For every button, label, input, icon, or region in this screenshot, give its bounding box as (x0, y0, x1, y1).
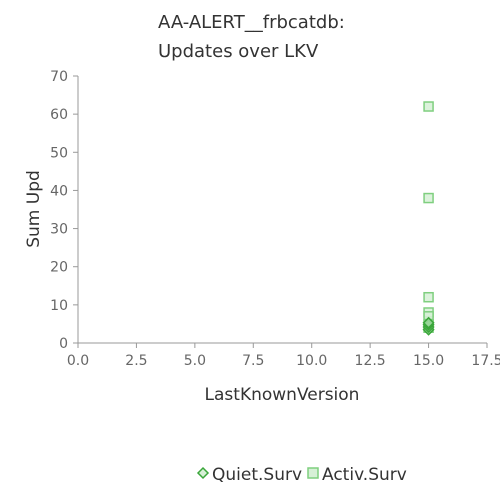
legend-item-quiet-surv[interactable]: Quiet.Surv (196, 465, 302, 485)
axes (73, 75, 488, 348)
y-tick-label: 20 (50, 260, 68, 276)
x-tick-label: 0.0 (67, 353, 89, 369)
activ-surv-point[interactable] (423, 192, 434, 204)
quiet-surv-point[interactable] (422, 316, 435, 329)
x-tick-label: 17.5 (471, 353, 500, 369)
x-tick-label: 15.0 (413, 353, 444, 369)
chart-title-line-1: AA-ALERT__frbcatdb: (158, 12, 345, 33)
legend: Quiet.Surv Activ.Surv (196, 465, 407, 485)
y-tick-label: 0 (59, 336, 68, 352)
legend-diamond-marker (196, 466, 210, 480)
y-tick-label: 60 (50, 107, 68, 123)
legend-square-marker (307, 467, 319, 479)
legend-item-activ-surv[interactable]: Activ.Surv (307, 465, 407, 485)
y-tick-label: 70 (50, 69, 68, 85)
activ-surv-point[interactable] (423, 291, 434, 303)
y-tick-label: 40 (50, 183, 68, 199)
y-tick-label: 50 (50, 145, 68, 161)
data-points (422, 101, 435, 336)
y-axis-label: Sum Upd (24, 170, 44, 248)
x-tick-label: 5.0 (184, 353, 206, 369)
y-tick-label: 30 (50, 222, 68, 238)
legend-label-quiet-surv: Quiet.Surv (212, 465, 302, 485)
x-tick-label: 7.5 (242, 353, 264, 369)
activ-surv-point[interactable] (423, 101, 434, 112)
x-tick-label: 10.0 (296, 353, 327, 369)
x-tick-label: 2.5 (125, 353, 147, 369)
legend-label-activ-surv: Activ.Surv (322, 465, 407, 485)
chart-title-line-2: Updates over LKV (158, 41, 319, 62)
x-tick-label: 12.5 (355, 353, 386, 369)
x-axis-label: LastKnownVersion (205, 385, 360, 405)
tick-labels: 0.0 2.5 5.0 7.5 10.0 12.5 15.0 17.5 0 10 20 30 40 50 6… (50, 69, 500, 369)
y-tick-label: 10 (50, 298, 68, 314)
